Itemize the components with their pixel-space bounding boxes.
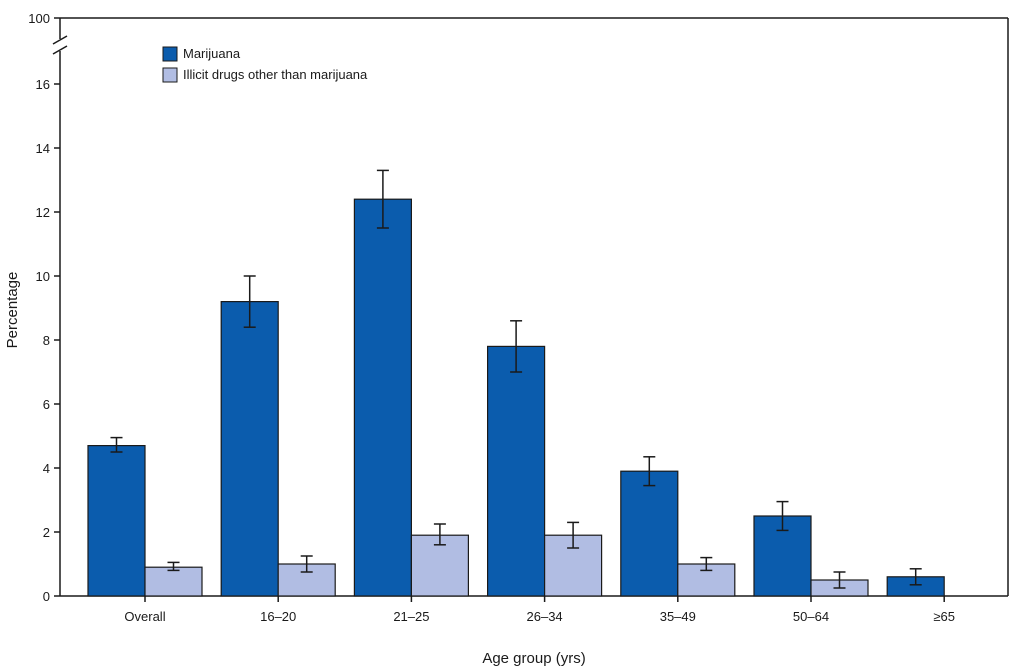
error-bars	[110, 169, 922, 589]
x-axis-title: Age group (yrs)	[482, 650, 585, 667]
legend-swatch	[162, 46, 178, 62]
y-tick-label: 4	[43, 461, 50, 476]
bar	[353, 198, 412, 597]
legend-label: Illicit drugs other than marijuana	[183, 67, 368, 82]
y-tick-label: 10	[36, 269, 50, 284]
y-axis-title: Percentage	[4, 272, 21, 349]
bar	[87, 445, 146, 597]
x-tick-label: Overall	[124, 609, 165, 624]
bar	[144, 566, 203, 597]
axes: 0 2 4 6 8 10 12 14 16 100 Overall 16–20 21–25 26–34 35…	[28, 11, 1009, 624]
x-tick-label: 26–34	[527, 609, 563, 624]
y-tick-label: 16	[36, 77, 50, 92]
x-tick-label: 16–20	[260, 609, 296, 624]
y-tick-label: 0	[43, 589, 50, 604]
legend-swatch	[162, 67, 178, 83]
y-tick-label: 2	[43, 525, 50, 540]
bar	[220, 301, 279, 597]
y-tick-label: 100	[28, 11, 50, 26]
x-tick-label: 21–25	[393, 609, 429, 624]
bars	[87, 198, 945, 597]
y-tick-label: 6	[43, 397, 50, 412]
bar	[487, 345, 546, 597]
x-tick-label: ≥65	[933, 609, 955, 624]
bar	[620, 470, 679, 597]
x-tick-label: 50–64	[793, 609, 829, 624]
x-tick-label: 35–49	[660, 609, 696, 624]
y-tick-label: 8	[43, 333, 50, 348]
axis-break-mark	[52, 35, 68, 45]
legend: Marijuana Illicit drugs other than mariju…	[162, 46, 368, 83]
y-tick-label: 12	[36, 205, 50, 220]
axis-break-mark	[52, 45, 68, 55]
legend-label: Marijuana	[183, 46, 241, 61]
y-tick-label: 14	[36, 141, 50, 156]
